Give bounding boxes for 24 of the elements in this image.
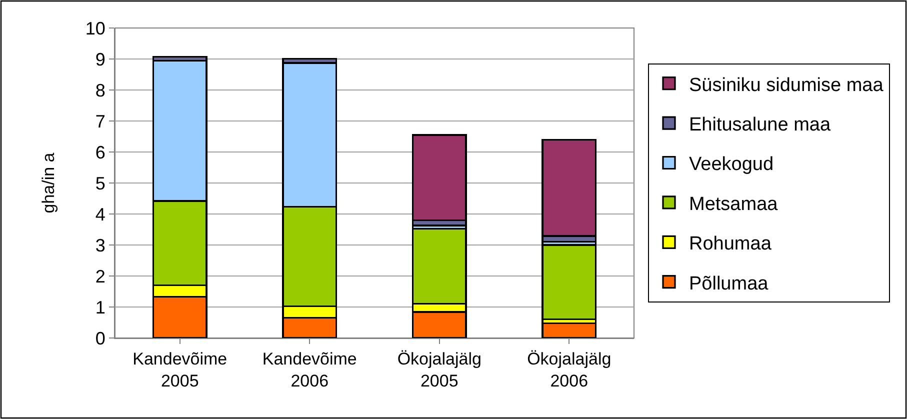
x-tick-label: Kandevõime 2006 bbox=[262, 349, 357, 390]
y-axis-title: gha/in a bbox=[38, 152, 58, 214]
y-tick-label: 4 bbox=[95, 204, 106, 224]
y-tick-label: 6 bbox=[95, 142, 106, 162]
y-tick-label: 9 bbox=[95, 49, 106, 70]
x-tick-label: Kandevõime 2005 bbox=[132, 349, 228, 390]
legend-label: Metsamaa bbox=[689, 194, 778, 215]
legend-label: Rohumaa bbox=[689, 234, 772, 255]
x-tick-label: Ökojalajälg 2005 bbox=[397, 349, 482, 390]
y-tick-label: 2 bbox=[95, 266, 106, 286]
bar bbox=[542, 244, 597, 320]
y-tick-label: 8 bbox=[95, 80, 106, 100]
y-tick-label: 5 bbox=[95, 173, 106, 194]
legend-label: Põllumaa bbox=[689, 273, 769, 294]
y-tick-label: 3 bbox=[95, 235, 106, 256]
legend-label: Ehitusalune maa bbox=[689, 114, 831, 136]
y-tick-label: 1 bbox=[95, 297, 106, 318]
y-tick-label: 10 bbox=[85, 18, 106, 38]
x-tick-label: Ökojalajälg 2006 bbox=[527, 349, 612, 390]
legend-label: Veekogud bbox=[689, 154, 774, 176]
legend-label: Süsiniku sidumise maa bbox=[689, 74, 884, 96]
y-tick-label: 7 bbox=[95, 111, 106, 132]
bar bbox=[542, 322, 597, 338]
y-tick-label: 0 bbox=[95, 328, 106, 348]
